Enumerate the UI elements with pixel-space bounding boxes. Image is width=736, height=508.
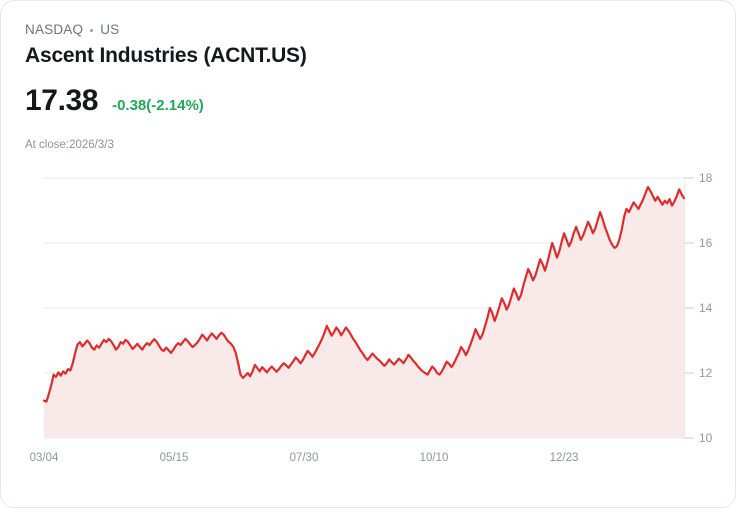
x-tick-label: 03/04 [30,452,59,464]
exchange-name: NASDAQ [25,22,84,37]
price-change: -0.38(-2.14%) [112,97,204,114]
x-tick-label: 05/15 [160,452,189,464]
y-tick-label: 18 [699,171,713,185]
page-title: Ascent Industries (ACNT.US) [25,44,307,67]
price-row: 17.38 -0.38(-2.14%) [25,83,204,119]
y-tick-label: 10 [699,431,713,445]
chart-tickmarks [684,177,694,439]
market-status: At close:2026/3/3 [25,139,114,151]
y-tick-label: 16 [699,236,713,250]
region-label: US [100,22,120,37]
y-tick-label: 14 [699,301,713,315]
x-tick-label: 10/10 [420,452,449,464]
quote-header: NASDAQ US Ascent Industries (ACNT.US) [25,21,685,69]
x-tick-label: 07/30 [290,452,319,464]
y-tick-label: 12 [699,366,713,380]
current-price: 17.38 [25,84,99,117]
price-line [42,186,686,403]
price-area-fill [44,187,684,438]
separator-dot-icon [90,28,94,32]
y-axis-labels: 18 16 14 12 10 [699,171,713,445]
price-chart[interactable]: 18 16 14 12 10 03/04 05/15 07/30 10/10 12/23 [1,161,735,481]
x-tick-label: 12/23 [550,452,579,464]
x-axis-labels: 03/04 05/15 07/30 10/10 12/23 [30,452,579,464]
price-chart-svg: 18 16 14 12 10 03/04 05/15 07/30 10/10 12/23 [30,171,713,464]
exchange-line: NASDAQ US [25,21,685,39]
